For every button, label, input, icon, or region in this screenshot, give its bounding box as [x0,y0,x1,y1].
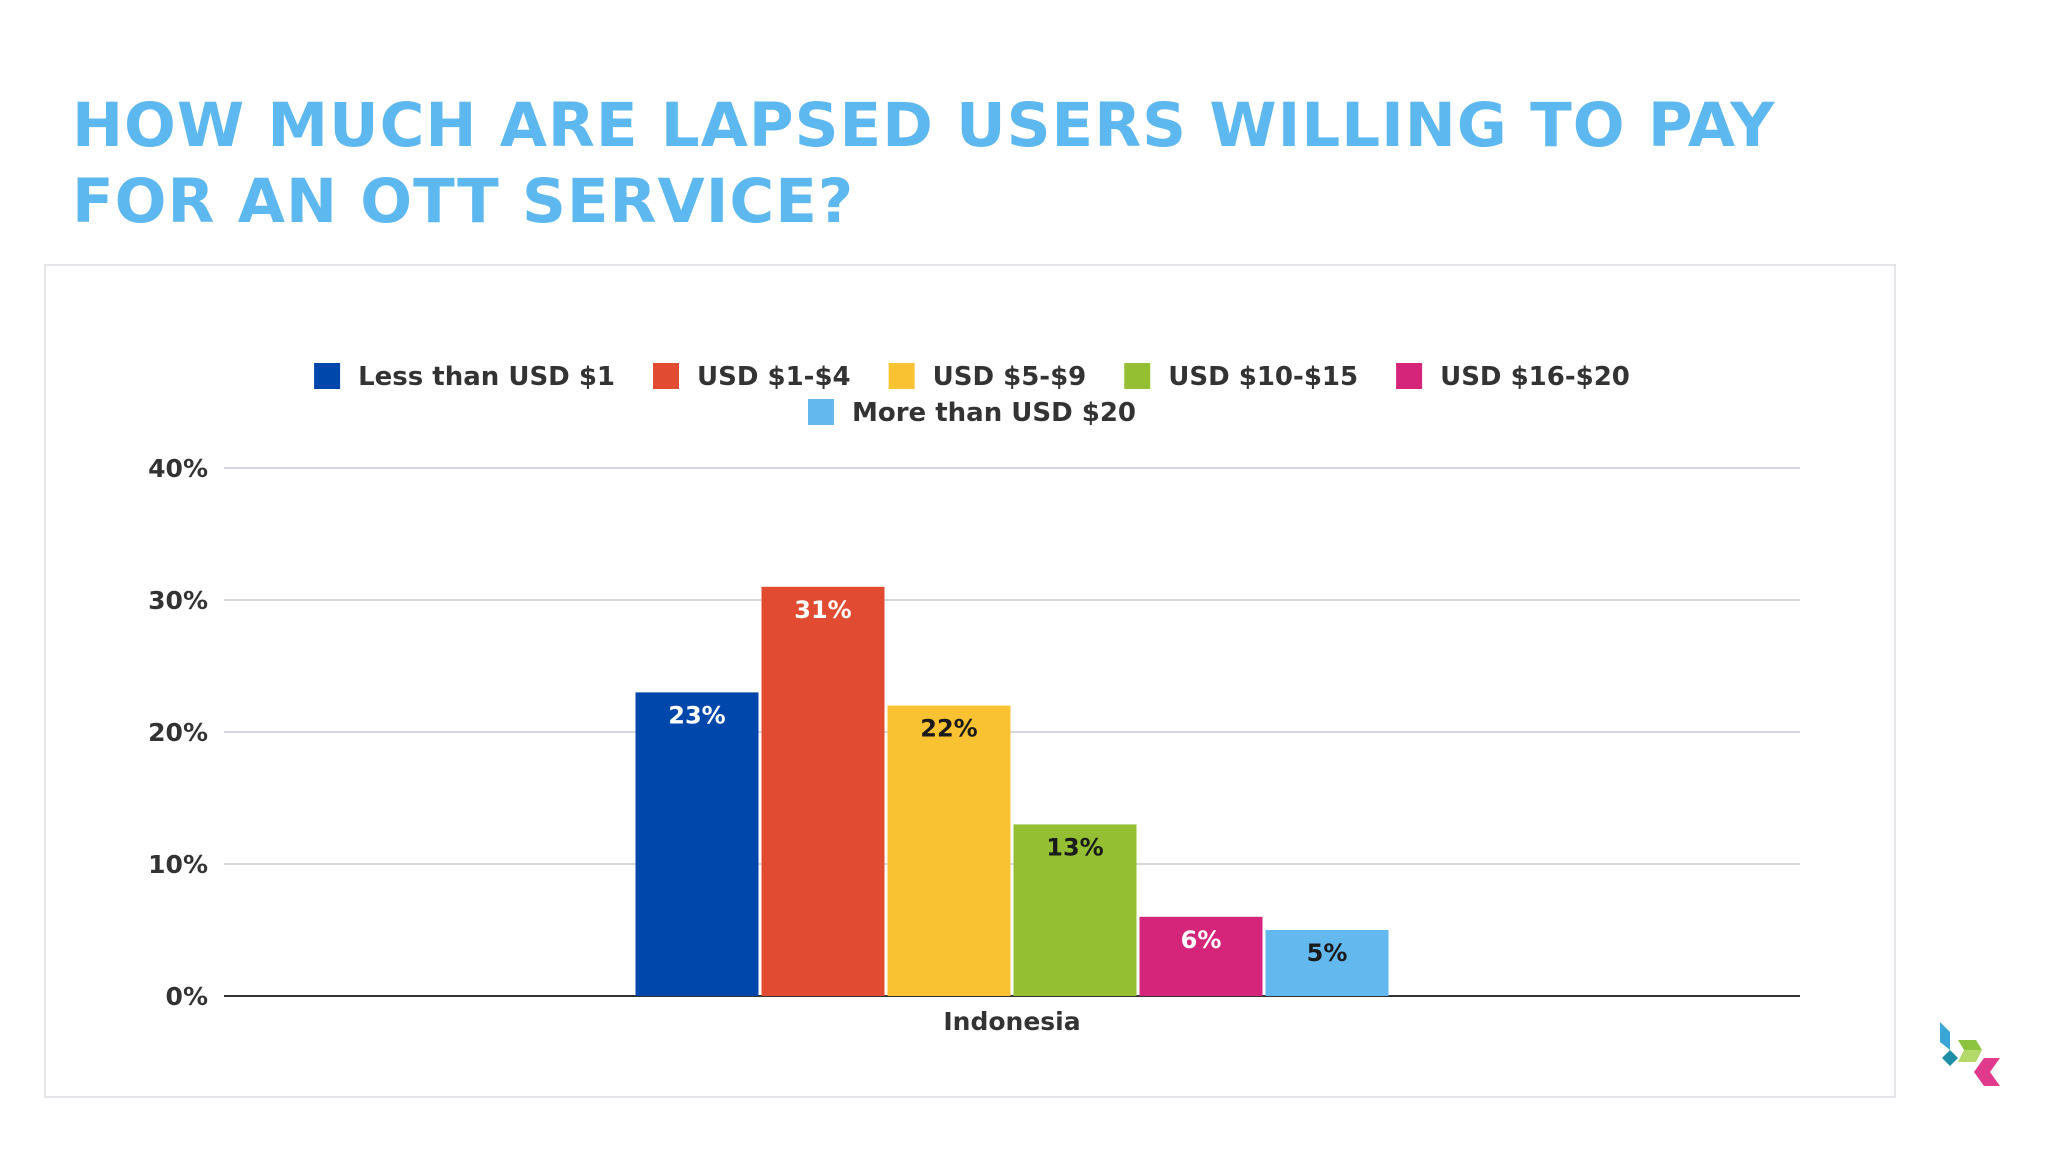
y-tick-label: 40% [148,454,208,483]
bar [1013,824,1137,996]
chart-legend: Less than USD $1 USD $1-$4 USD $5-$9 USD $1… [314,362,1630,428]
bar-chart: 0% 10% 20% 30% 40% Indonesia 23% 31% 22% 13% 6% 5%… [148,362,1800,1036]
cube-chevron-logo-icon [1940,1022,2000,1086]
y-tick-label: 30% [148,586,208,615]
legend-label: USD $1-$4 [697,362,851,392]
legend-swatch [807,399,834,425]
bar-data-label: 23% [668,701,725,729]
x-category-label: Indonesia [943,1007,1080,1036]
logo-facet-pink [1974,1058,2000,1086]
logo-facet-dark-teal [1942,1050,1958,1066]
legend-swatch [653,363,679,389]
chart-bars [635,586,1389,996]
bar [635,692,759,996]
bar [1139,916,1263,996]
bar [1265,930,1389,996]
legend-swatch [888,363,915,389]
bar-data-label: 6% [1181,926,1222,954]
y-tick-label: 20% [148,718,208,747]
legend-swatch [314,363,341,389]
bar [761,586,885,996]
legend-swatch [1396,363,1423,389]
legend-label: USD $5-$9 [933,362,1087,392]
bar-data-label: 31% [794,596,851,624]
page-title-line-2: FOR AN OTT SERVICE? [72,166,855,237]
logo-facet-teal [1940,1022,1950,1050]
bar [887,705,1011,996]
legend-label: USD $10-$15 [1168,362,1358,392]
bar-data-label: 13% [1046,833,1103,861]
chart-axes: 0% 10% 20% 30% 40% Indonesia [148,454,1800,1036]
legend-swatch [1124,363,1151,389]
bar-data-label: 5% [1307,939,1348,967]
legend-label: USD $16-$20 [1440,362,1630,392]
logo-facet-green-light [1958,1050,1982,1062]
chart-gridlines [224,467,1800,865]
page-title: HOW MUCH ARE LAPSED USERS WILLING TO PAY… [72,88,1922,240]
logo-facet-green [1958,1040,1982,1050]
legend-label: More than USD $20 [852,398,1136,428]
legend-label: Less than USD $1 [358,362,615,392]
chart-data-labels: 23% 31% 22% 13% 6% 5% [668,596,1347,967]
chart-panel: 0% 10% 20% 30% 40% Indonesia 23% 31% 22% 13% 6% 5%… [44,264,1896,1098]
y-tick-label: 10% [148,850,208,879]
page-title-line-1: HOW MUCH ARE LAPSED USERS WILLING TO PAY [72,90,1776,161]
y-tick-label: 0% [166,982,208,1011]
bar-data-label: 22% [920,715,977,743]
